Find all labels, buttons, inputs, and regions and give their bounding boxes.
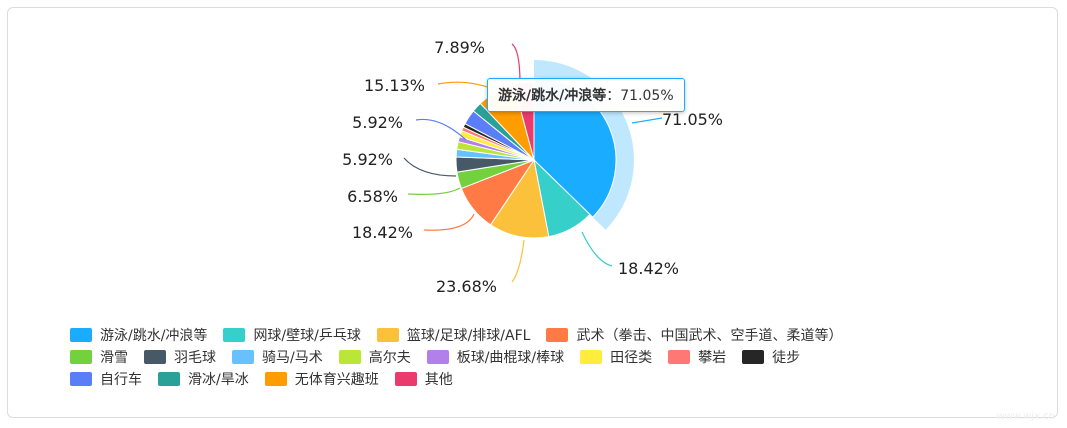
legend-label: 自行车 — [100, 372, 142, 388]
legend-label: 网球/壁球/乒乓球 — [253, 328, 361, 344]
slice-data-label: 18.42% — [352, 223, 413, 242]
legend-item[interactable]: 滑冰/旱冰 — [158, 369, 249, 389]
legend-swatch — [158, 372, 180, 386]
legend-label: 无体育兴趣班 — [294, 372, 379, 388]
legend-label: 田径类 — [610, 350, 653, 366]
legend-label: 游泳/跳水/冲浪等 — [100, 328, 208, 344]
legend-swatch — [742, 350, 765, 364]
slice-data-label: 15.13% — [364, 76, 425, 95]
legend-swatch — [232, 350, 254, 364]
slice-data-label: 6.58% — [347, 187, 398, 206]
legend-item[interactable]: 篮球/足球/排球/AFL — [376, 325, 531, 345]
legend-swatch — [264, 372, 287, 386]
label-leader-line — [407, 187, 461, 195]
legend-item[interactable]: 网球/壁球/乒乓球 — [223, 325, 361, 345]
label-leader-line — [415, 118, 467, 141]
legend-swatch — [376, 328, 399, 342]
slice-data-label: 7.89% — [434, 38, 485, 57]
legend-swatch — [394, 372, 417, 386]
tooltip-separator: ： — [606, 88, 621, 104]
legend-swatch — [338, 350, 361, 364]
legend-label: 其他 — [424, 372, 453, 388]
tooltip-value: 71.05% — [620, 88, 674, 104]
legend-label: 羽毛球 — [174, 350, 216, 366]
slice-data-label: 5.92% — [352, 113, 403, 132]
legend-swatch — [223, 328, 246, 342]
legend-item[interactable]: 高尔夫 — [338, 347, 411, 367]
label-leader-line — [631, 117, 663, 124]
legend-item[interactable]: 羽毛球 — [144, 347, 216, 367]
slice-data-label: 23.68% — [436, 277, 497, 296]
legend-item[interactable]: 游泳/跳水/冲浪等 — [70, 325, 207, 345]
label-leader-line — [511, 239, 525, 283]
legend-item[interactable]: 攀岩 — [668, 347, 726, 367]
label-leader-line — [423, 213, 475, 231]
tooltip-name: 游泳/跳水/冲浪等 — [498, 88, 607, 104]
legend-item[interactable]: 徒步 — [742, 347, 800, 367]
legend-swatch — [144, 350, 166, 364]
legend-label: 滑雪 — [100, 350, 128, 366]
slice-data-label: 71.05% — [662, 110, 723, 129]
slice-data-label: 5.92% — [342, 150, 393, 169]
legend-swatch — [668, 350, 691, 364]
tooltip: 游泳/跳水/冲浪等：71.05% — [487, 78, 685, 112]
legend-label: 骑马/马术 — [262, 350, 323, 366]
legend-item[interactable]: 骑马/马术 — [232, 347, 323, 367]
legend-item[interactable]: 武术（拳击、中国武术、空手道、柔道等） — [546, 325, 842, 345]
legend-swatch — [426, 350, 449, 364]
slice-data-label: 18.42% — [618, 259, 679, 278]
legend-swatch — [70, 328, 92, 342]
legend-swatch — [70, 372, 92, 386]
label-leader-line — [581, 231, 613, 267]
legend-row: 滑雪 羽毛球 骑马/马术 高尔夫 板球/曲棍球/棒球 田径类 攀岩 徒步 — [70, 346, 1030, 368]
pie-slice[interactable] — [489, 158, 550, 239]
legend-item[interactable]: 板球/曲棍球/棒球 — [426, 347, 565, 367]
legend-label: 板球/曲棍球/棒球 — [456, 350, 565, 366]
legend-swatch — [580, 350, 603, 364]
legend-swatch — [546, 328, 569, 342]
legend-item[interactable]: 自行车 — [70, 369, 142, 389]
legend-swatch — [70, 350, 92, 364]
legend-label: 徒步 — [772, 350, 801, 366]
legend: 游泳/跳水/冲浪等 网球/壁球/乒乓球 篮球/足球/排球/AFL 武术（拳击、中国武术… — [70, 324, 1030, 390]
legend-label: 滑冰/旱冰 — [188, 372, 249, 388]
label-leader-line — [403, 157, 457, 177]
legend-row: 自行车 滑冰/旱冰 无体育兴趣班 其他 — [70, 368, 1030, 390]
legend-label: 篮球/足球/排球/AFL — [406, 328, 531, 344]
legend-item[interactable]: 无体育兴趣班 — [264, 369, 379, 389]
legend-item[interactable]: 滑雪 — [70, 347, 128, 367]
legend-row: 游泳/跳水/冲浪等 网球/壁球/乒乓球 篮球/足球/排球/AFL 武术（拳击、中国武术… — [70, 324, 1030, 346]
legend-label: 攀岩 — [698, 350, 727, 366]
legend-label: 高尔夫 — [368, 350, 411, 366]
watermark: www.wjx.cn — [996, 411, 1055, 422]
legend-label: 武术（拳击、中国武术、空手道、柔道等） — [576, 328, 843, 344]
legend-item[interactable]: 田径类 — [580, 347, 652, 367]
legend-item[interactable]: 其他 — [394, 369, 453, 389]
